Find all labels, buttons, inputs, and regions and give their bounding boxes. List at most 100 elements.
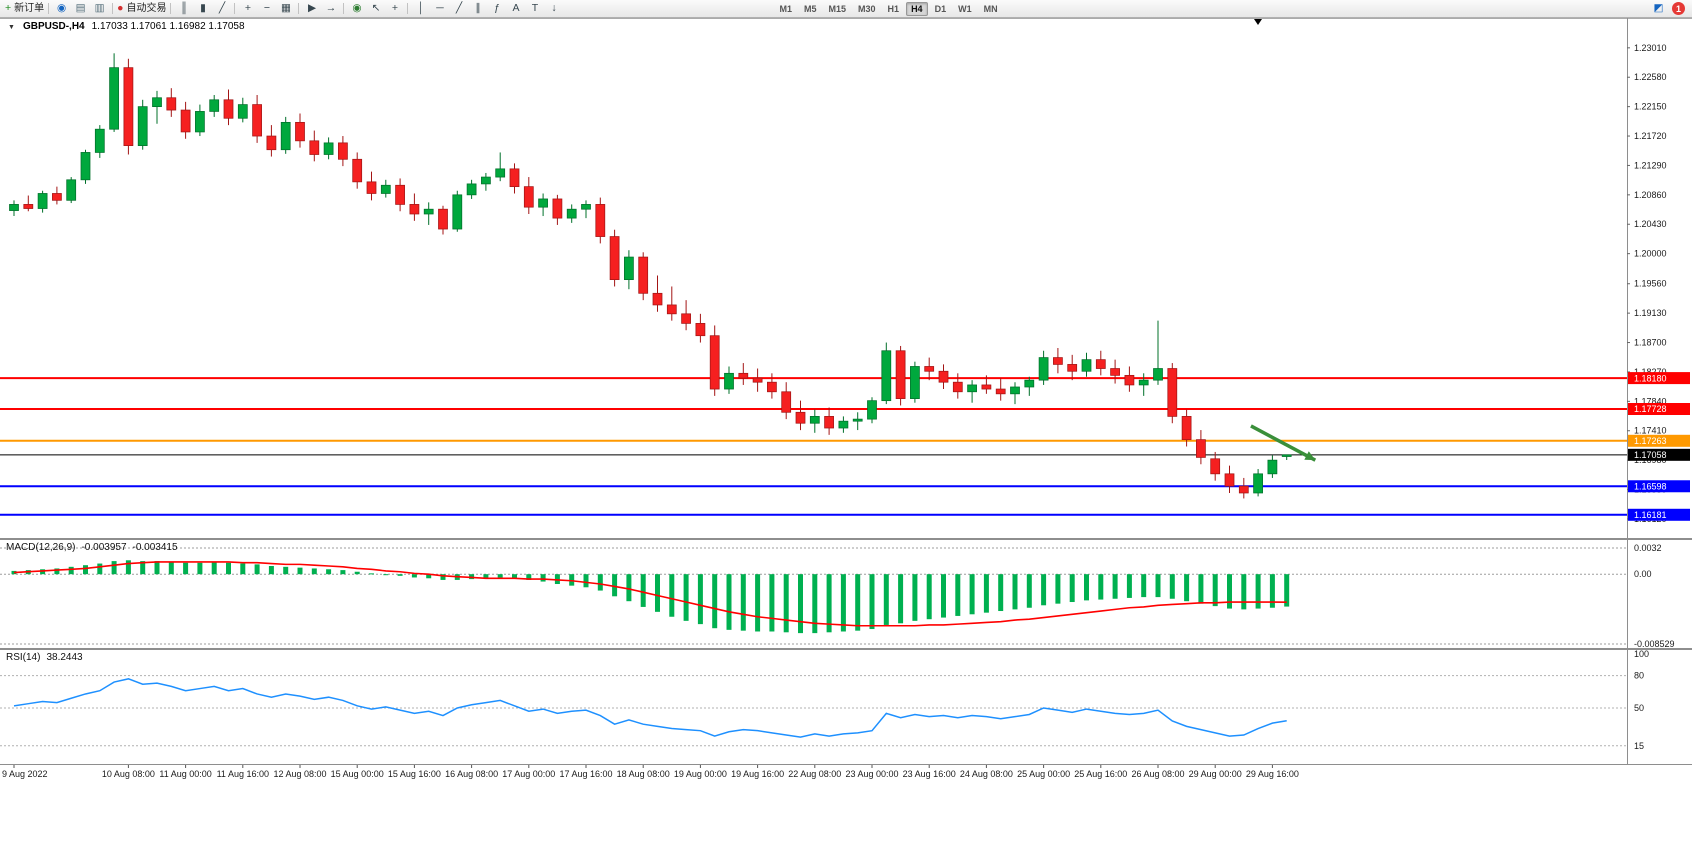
zoom-out-button[interactable]: −	[258, 1, 275, 16]
rsi-value: 38.2443	[46, 652, 83, 663]
cursor-icon: ↖	[371, 2, 381, 15]
horizontal-line-icon: ─	[436, 2, 444, 15]
svg-text:0.00: 0.00	[1634, 569, 1652, 579]
rsi-pane-label: RSI(14) 38.2443	[6, 652, 89, 663]
svg-text:1.21720: 1.21720	[1634, 131, 1667, 141]
timeframe-mn-button[interactable]: MN	[983, 3, 998, 14]
timeframe-m1-button[interactable]: M1	[779, 3, 792, 14]
ohlc-values: 1.17033 1.17061 1.16982 1.17058	[91, 21, 245, 32]
symbol-period-label: GBPUSD-,H4	[22, 21, 85, 32]
level-lines[interactable]	[0, 377, 1627, 516]
indicators-button[interactable]: ◉	[348, 1, 365, 16]
cursor-button[interactable]: ↖	[367, 1, 384, 16]
toolbar-separator	[298, 3, 300, 14]
crosshair-icon: +	[391, 2, 399, 15]
toolbar-right-group: ◩ 1	[1649, 1, 1688, 16]
svg-text:0.0032: 0.0032	[1634, 543, 1662, 553]
svg-text:9 Aug 2022: 9 Aug 2022	[2, 769, 48, 779]
svg-text:25 Aug 00:00: 25 Aug 00:00	[1017, 769, 1070, 779]
channel-button[interactable]: ∥	[469, 1, 486, 16]
fibonacci-button[interactable]: ƒ	[488, 1, 505, 16]
market-watch-icon: ▤	[75, 2, 86, 15]
zoom-out-icon: −	[263, 2, 271, 15]
data-window-icon: ▥	[94, 2, 105, 15]
community-button[interactable]: ◉	[53, 1, 70, 16]
macd-pane: 0.0032 0.00 -0.008529	[0, 543, 1675, 649]
candlestick-chart-icon: ▮	[200, 2, 206, 15]
svg-text:1.17410: 1.17410	[1634, 426, 1667, 436]
candlestick-chart-button[interactable]: ▮	[194, 1, 211, 16]
macd-name: MACD(12,26,9)	[6, 542, 76, 553]
data-window-button[interactable]: ▥	[91, 1, 108, 16]
svg-text:24 Aug 08:00: 24 Aug 08:00	[960, 769, 1013, 779]
label-icon: T	[531, 2, 539, 15]
vertical-line-icon: │	[417, 2, 425, 15]
shift-end-button[interactable]: →	[322, 1, 339, 16]
macd-signal-line	[13, 561, 1287, 627]
auto-scroll-button[interactable]: ▶	[303, 1, 320, 16]
line-chart-icon: ╱	[218, 2, 226, 15]
svg-text:1.20430: 1.20430	[1634, 219, 1667, 229]
chart-title: ▼ GBPUSD-,H4 1.17033 1.17061 1.16982 1.1…	[8, 21, 245, 32]
svg-text:10 Aug 08:00: 10 Aug 08:00	[102, 769, 155, 779]
new-order-button[interactable]: + 新订单	[5, 1, 44, 16]
channel-icon: ∥	[475, 2, 481, 15]
svg-text:22 Aug 08:00: 22 Aug 08:00	[788, 769, 841, 779]
tile-windows-button[interactable]: ▦	[277, 1, 294, 16]
svg-text:1.18700: 1.18700	[1634, 338, 1667, 348]
svg-text:23 Aug 00:00: 23 Aug 00:00	[845, 769, 898, 779]
vertical-line-button[interactable]: │	[412, 1, 429, 16]
trendline-icon: ╱	[455, 2, 463, 15]
macd-pane-label: MACD(12,26,9) -0.003957 -0.003415	[6, 542, 184, 553]
line-chart-button[interactable]: ╱	[213, 1, 230, 16]
timeframe-d1-button[interactable]: D1	[934, 3, 947, 14]
arrows-button[interactable]: ↓	[545, 1, 562, 16]
svg-text:1.20860: 1.20860	[1634, 190, 1667, 200]
time-axis: 9 Aug 2022 10 Aug 08:00 11 Aug 00:00 11 Aug…	[2, 765, 1299, 779]
timeframe-m30-button[interactable]: M30	[858, 3, 876, 14]
zoom-in-button[interactable]: +	[239, 1, 256, 16]
timeframe-m15-button[interactable]: M15	[828, 3, 847, 14]
horizontal-line-button[interactable]: ─	[431, 1, 448, 16]
arrows-icon: ↓	[551, 2, 557, 15]
timeframe-m5-button[interactable]: M5	[804, 3, 817, 14]
autotrading-button-label: 自动交易	[126, 2, 167, 14]
label-button[interactable]: T	[526, 1, 543, 16]
timeframe-h4-button[interactable]: H4	[906, 1, 928, 16]
timeframe-w1-button[interactable]: W1	[958, 3, 972, 14]
autotrading-button[interactable]: ● 自动交易	[117, 1, 166, 16]
svg-text:1.22150: 1.22150	[1634, 102, 1667, 112]
arrow-annotation[interactable]	[1250, 424, 1317, 462]
notifications-badge[interactable]: 1	[1672, 2, 1685, 15]
text-icon: A	[512, 2, 520, 15]
svg-text:19 Aug 16:00: 19 Aug 16:00	[731, 769, 784, 779]
macd-histogram	[11, 560, 1290, 634]
shift-end-marker	[1254, 19, 1262, 25]
svg-text:25 Aug 16:00: 25 Aug 16:00	[1074, 769, 1127, 779]
svg-text:80: 80	[1634, 671, 1644, 681]
new-order-button-label: 新订单	[14, 2, 45, 14]
collapse-chart-icon[interactable]: ▼	[8, 24, 15, 31]
bar-chart-button[interactable]: ║	[175, 1, 192, 16]
svg-text:29 Aug 16:00: 29 Aug 16:00	[1246, 769, 1299, 779]
svg-text:1.19130: 1.19130	[1634, 308, 1667, 318]
svg-text:1.16598: 1.16598	[1634, 481, 1667, 491]
svg-text:50: 50	[1634, 703, 1644, 713]
svg-text:11 Aug 16:00: 11 Aug 16:00	[217, 769, 269, 779]
text-button[interactable]: A	[507, 1, 524, 16]
svg-text:12 Aug 08:00: 12 Aug 08:00	[273, 769, 326, 779]
timeframe-h1-button[interactable]: H1	[887, 3, 900, 14]
chat-button[interactable]: ◩	[1650, 1, 1667, 16]
market-watch-button[interactable]: ▤	[72, 1, 89, 16]
toolbar-separator	[48, 3, 50, 14]
crosshair-button[interactable]: +	[386, 1, 403, 16]
pane-borders	[0, 18, 1692, 765]
toolbar-separator	[234, 3, 236, 14]
svg-text:26 Aug 08:00: 26 Aug 08:00	[1131, 769, 1184, 779]
svg-text:17 Aug 16:00: 17 Aug 16:00	[559, 769, 612, 779]
rsi-name: RSI(14)	[6, 652, 41, 663]
svg-text:1.19560: 1.19560	[1634, 279, 1667, 289]
svg-text:29 Aug 00:00: 29 Aug 00:00	[1189, 769, 1242, 779]
trendline-button[interactable]: ╱	[450, 1, 467, 16]
